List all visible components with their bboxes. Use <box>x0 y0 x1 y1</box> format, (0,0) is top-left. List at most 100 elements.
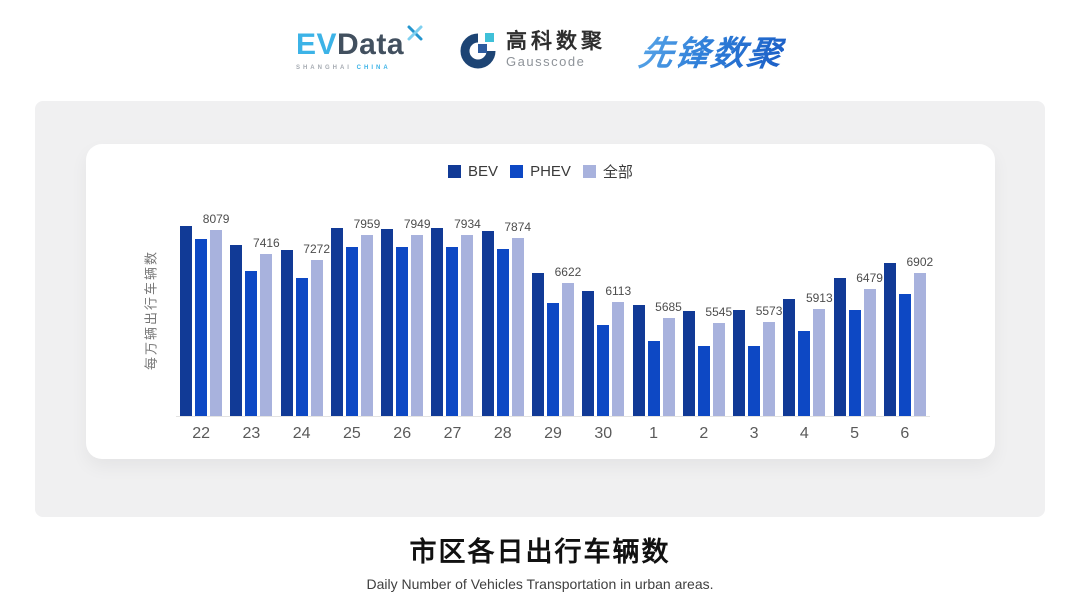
bar-全部-30 <box>612 302 625 416</box>
barwrap <box>195 239 208 416</box>
chart-subtitle: Daily Number of Vehicles Transportation … <box>366 576 714 592</box>
bar-PHEV-1 <box>647 341 660 416</box>
bar-value-label: 7934 <box>454 217 481 232</box>
barwrap: 7416 <box>253 236 280 416</box>
legend-swatch <box>448 165 462 178</box>
barwrap <box>280 250 293 416</box>
bar-全部-4 <box>813 309 826 416</box>
logo-header: EV Data SHANGHAI CHINA 高科数聚 Gausscode <box>0 20 1080 80</box>
x-tick-6: 6 <box>900 425 910 442</box>
bar-全部-25 <box>360 234 373 416</box>
bar-value-label: 6479 <box>856 270 883 285</box>
gausscode-logo: 高科数聚 Gausscode <box>458 30 606 70</box>
barwrap: 6113 <box>605 284 631 416</box>
barwrap <box>381 228 394 416</box>
bar-group-1: 5685 <box>628 212 682 416</box>
bar-value-label: 6902 <box>906 255 934 270</box>
barwrap <box>582 290 595 416</box>
evdata-x-star-icon <box>407 25 423 40</box>
bar-group-4: 5913 <box>779 212 833 416</box>
bar-全部-24 <box>310 259 323 416</box>
barwrap <box>431 227 444 416</box>
bar-BEV-4 <box>783 298 796 416</box>
x-tick-30: 30 <box>594 425 613 442</box>
x-tick-3: 3 <box>749 425 759 442</box>
bar-group-5: 6479 <box>829 212 883 416</box>
bar-BEV-23 <box>230 245 243 416</box>
barwrap <box>597 324 610 416</box>
barwrap <box>345 246 358 416</box>
bar-group-27: 7934 <box>427 212 481 416</box>
bar-value-label: 7874 <box>504 219 532 234</box>
caption: 市区各日出行车辆数 Daily Number of Vehicles Trans… <box>0 530 1080 592</box>
bar-value-label: 8079 <box>202 212 230 227</box>
barwrap <box>531 272 544 416</box>
bar-group-29: 6622 <box>528 212 581 416</box>
bar-chart: 8079 7416 7272 7959 7949 7934 7874 6622 6113 5685… <box>176 212 934 443</box>
bar-BEV-6 <box>883 262 896 416</box>
y-axis-label: 每万辆出行车辆数 <box>143 249 159 371</box>
bar-group-3: 5573 <box>729 212 782 416</box>
barwrap <box>833 278 846 416</box>
bar-value-label: 5573 <box>755 303 783 318</box>
gausscode-en-name: Gausscode <box>506 53 586 69</box>
barwrap <box>295 278 308 416</box>
legend-label: 全部 <box>602 164 633 181</box>
bar-PHEV-4 <box>798 331 811 416</box>
bar-BEV-22 <box>180 225 193 416</box>
bar-全部-3 <box>763 321 776 416</box>
gausscode-cn-name: 高科数聚 <box>506 30 607 54</box>
bar-group-28: 7874 <box>478 212 532 416</box>
barwrap <box>496 249 509 416</box>
barwrap: 6479 <box>856 271 883 416</box>
bar-全部-29 <box>561 283 574 416</box>
bar-value-label: 7949 <box>403 216 431 231</box>
barwrap: 7934 <box>454 217 481 416</box>
legend-swatch <box>582 165 596 178</box>
barwrap <box>546 302 559 416</box>
barwrap <box>245 270 258 416</box>
bar-value-label: 7416 <box>253 236 280 251</box>
barwrap: 5913 <box>806 291 833 416</box>
evdata-data-text: Data <box>337 27 405 61</box>
bar-PHEV-25 <box>345 246 358 416</box>
bar-BEV-27 <box>431 227 444 416</box>
evdata-tagline-left: SHANGHAI <box>295 64 352 71</box>
bar-PHEV-6 <box>898 293 911 416</box>
bar-BEV-3 <box>733 309 746 416</box>
barwrap: 5545 <box>705 305 732 416</box>
pioneer-logo: 先锋数聚 <box>636 26 789 75</box>
x-tick-28: 28 <box>493 425 512 442</box>
barwrap <box>898 293 911 416</box>
barwrap <box>180 225 193 416</box>
evdata-tagline: SHANGHAI CHINA <box>296 65 424 71</box>
x-tick-26: 26 <box>393 425 412 442</box>
bar-全部-26 <box>411 234 424 416</box>
x-tick-25: 25 <box>343 425 361 442</box>
bar-全部-6 <box>913 273 926 416</box>
x-tick-23: 23 <box>242 425 261 442</box>
x-tick-5: 5 <box>850 425 860 442</box>
barwrap <box>632 305 645 416</box>
barwrap <box>481 231 494 416</box>
barwrap <box>682 310 695 416</box>
bar-value-label: 6113 <box>605 284 632 298</box>
bar-全部-2 <box>712 322 725 416</box>
bar-PHEV-2 <box>697 346 710 416</box>
barwrap: 6622 <box>555 265 581 416</box>
bar-PHEV-23 <box>245 270 258 416</box>
bar-BEV-5 <box>833 278 846 416</box>
gausscode-text: 高科数聚 Gausscode <box>506 30 606 69</box>
bar-group-25: 7959 <box>327 212 380 416</box>
barwrap <box>230 245 243 416</box>
x-tick-22: 22 <box>192 425 211 442</box>
bar-group-24: 7272 <box>277 212 331 416</box>
barwrap <box>883 262 896 416</box>
evdata-logo: EV Data SHANGHAI CHINA <box>296 25 424 71</box>
bar-PHEV-26 <box>396 247 409 416</box>
gausscode-g-mark-icon <box>460 30 499 69</box>
bar-全部-28 <box>511 237 524 416</box>
chart-card: BEV PHEV 全部 每万辆出行车辆数 8079 7416 7272 7959 7949 7… <box>86 144 995 459</box>
bar-value-label: 7272 <box>303 241 331 256</box>
